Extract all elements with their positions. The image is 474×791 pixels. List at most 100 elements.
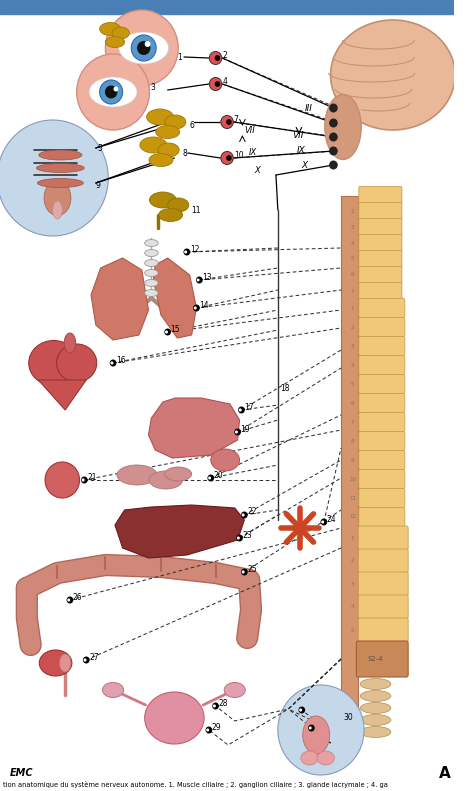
Ellipse shape (145, 692, 204, 744)
Circle shape (83, 657, 90, 664)
Ellipse shape (89, 77, 137, 107)
FancyBboxPatch shape (359, 451, 405, 470)
Polygon shape (153, 258, 196, 338)
Circle shape (226, 155, 232, 161)
Text: 7: 7 (234, 115, 238, 123)
Text: 3: 3 (351, 343, 355, 349)
Circle shape (137, 41, 150, 55)
Circle shape (278, 685, 364, 775)
Text: VII: VII (244, 126, 255, 134)
Circle shape (239, 408, 242, 411)
Circle shape (131, 35, 156, 61)
Text: X: X (302, 161, 308, 169)
Circle shape (114, 86, 118, 92)
FancyBboxPatch shape (359, 374, 405, 393)
Ellipse shape (59, 654, 71, 672)
Circle shape (184, 251, 187, 254)
Text: 25: 25 (247, 565, 257, 573)
Circle shape (321, 520, 324, 524)
Text: 2: 2 (351, 558, 355, 563)
Text: VII: VII (292, 131, 304, 139)
Text: 4: 4 (351, 362, 355, 368)
FancyBboxPatch shape (359, 187, 402, 203)
Text: 26: 26 (73, 592, 82, 601)
Circle shape (234, 429, 241, 436)
Ellipse shape (158, 143, 179, 157)
Ellipse shape (360, 679, 391, 690)
Text: EMC: EMC (9, 768, 33, 778)
Circle shape (242, 513, 245, 517)
Ellipse shape (146, 109, 173, 125)
Ellipse shape (100, 22, 121, 36)
Ellipse shape (39, 650, 72, 676)
Text: 11: 11 (191, 206, 201, 214)
Ellipse shape (102, 683, 124, 698)
Circle shape (193, 305, 200, 312)
FancyBboxPatch shape (358, 549, 408, 573)
Circle shape (105, 10, 178, 86)
Ellipse shape (360, 714, 391, 725)
FancyBboxPatch shape (358, 595, 408, 619)
Ellipse shape (56, 344, 97, 382)
FancyBboxPatch shape (359, 393, 405, 412)
Circle shape (206, 729, 209, 732)
Circle shape (81, 476, 88, 483)
Circle shape (67, 599, 70, 602)
Text: 17: 17 (244, 403, 254, 411)
Circle shape (237, 536, 240, 539)
Circle shape (329, 104, 338, 112)
Ellipse shape (37, 179, 83, 187)
Ellipse shape (325, 94, 361, 160)
Text: 5: 5 (351, 627, 355, 633)
Text: 10: 10 (234, 150, 244, 160)
Circle shape (145, 41, 150, 47)
Ellipse shape (117, 465, 157, 485)
Circle shape (242, 570, 245, 573)
Polygon shape (38, 380, 86, 410)
FancyBboxPatch shape (359, 412, 405, 432)
Ellipse shape (36, 164, 84, 172)
Text: 13: 13 (202, 273, 212, 282)
Text: 3: 3 (150, 82, 155, 92)
Ellipse shape (224, 683, 245, 698)
Circle shape (206, 726, 212, 733)
Text: X: X (254, 165, 260, 175)
Text: 10: 10 (349, 476, 356, 482)
Text: 15: 15 (171, 324, 180, 334)
FancyBboxPatch shape (356, 641, 408, 677)
Text: A: A (439, 766, 451, 781)
Ellipse shape (303, 716, 329, 754)
Ellipse shape (360, 726, 391, 737)
Ellipse shape (29, 340, 79, 385)
Circle shape (77, 54, 149, 130)
Circle shape (215, 81, 220, 87)
Ellipse shape (39, 150, 82, 160)
FancyBboxPatch shape (359, 336, 405, 355)
Circle shape (213, 705, 216, 708)
Text: 30: 30 (343, 713, 353, 722)
Text: 6: 6 (351, 273, 355, 278)
Text: 5: 5 (351, 256, 355, 262)
Text: 23: 23 (242, 531, 252, 539)
Circle shape (299, 706, 305, 713)
Circle shape (241, 569, 248, 576)
FancyBboxPatch shape (359, 282, 402, 300)
FancyBboxPatch shape (359, 251, 402, 267)
FancyBboxPatch shape (359, 202, 402, 219)
Circle shape (221, 152, 233, 165)
Circle shape (0, 120, 108, 236)
Text: S2-4: S2-4 (368, 656, 383, 662)
Ellipse shape (360, 702, 391, 713)
Circle shape (226, 119, 232, 125)
Ellipse shape (53, 201, 62, 219)
Text: 1: 1 (351, 536, 355, 540)
Ellipse shape (165, 467, 191, 481)
Text: 9: 9 (96, 180, 100, 190)
Text: 19: 19 (240, 425, 250, 433)
FancyBboxPatch shape (359, 267, 402, 283)
Text: tion anatomique du système nerveux autonome. 1. Muscle ciliaire ; 2. ganglion ci: tion anatomique du système nerveux auton… (3, 782, 388, 789)
Circle shape (236, 535, 243, 542)
Circle shape (329, 146, 338, 156)
Text: 3: 3 (351, 581, 355, 586)
Text: 12: 12 (190, 244, 199, 253)
